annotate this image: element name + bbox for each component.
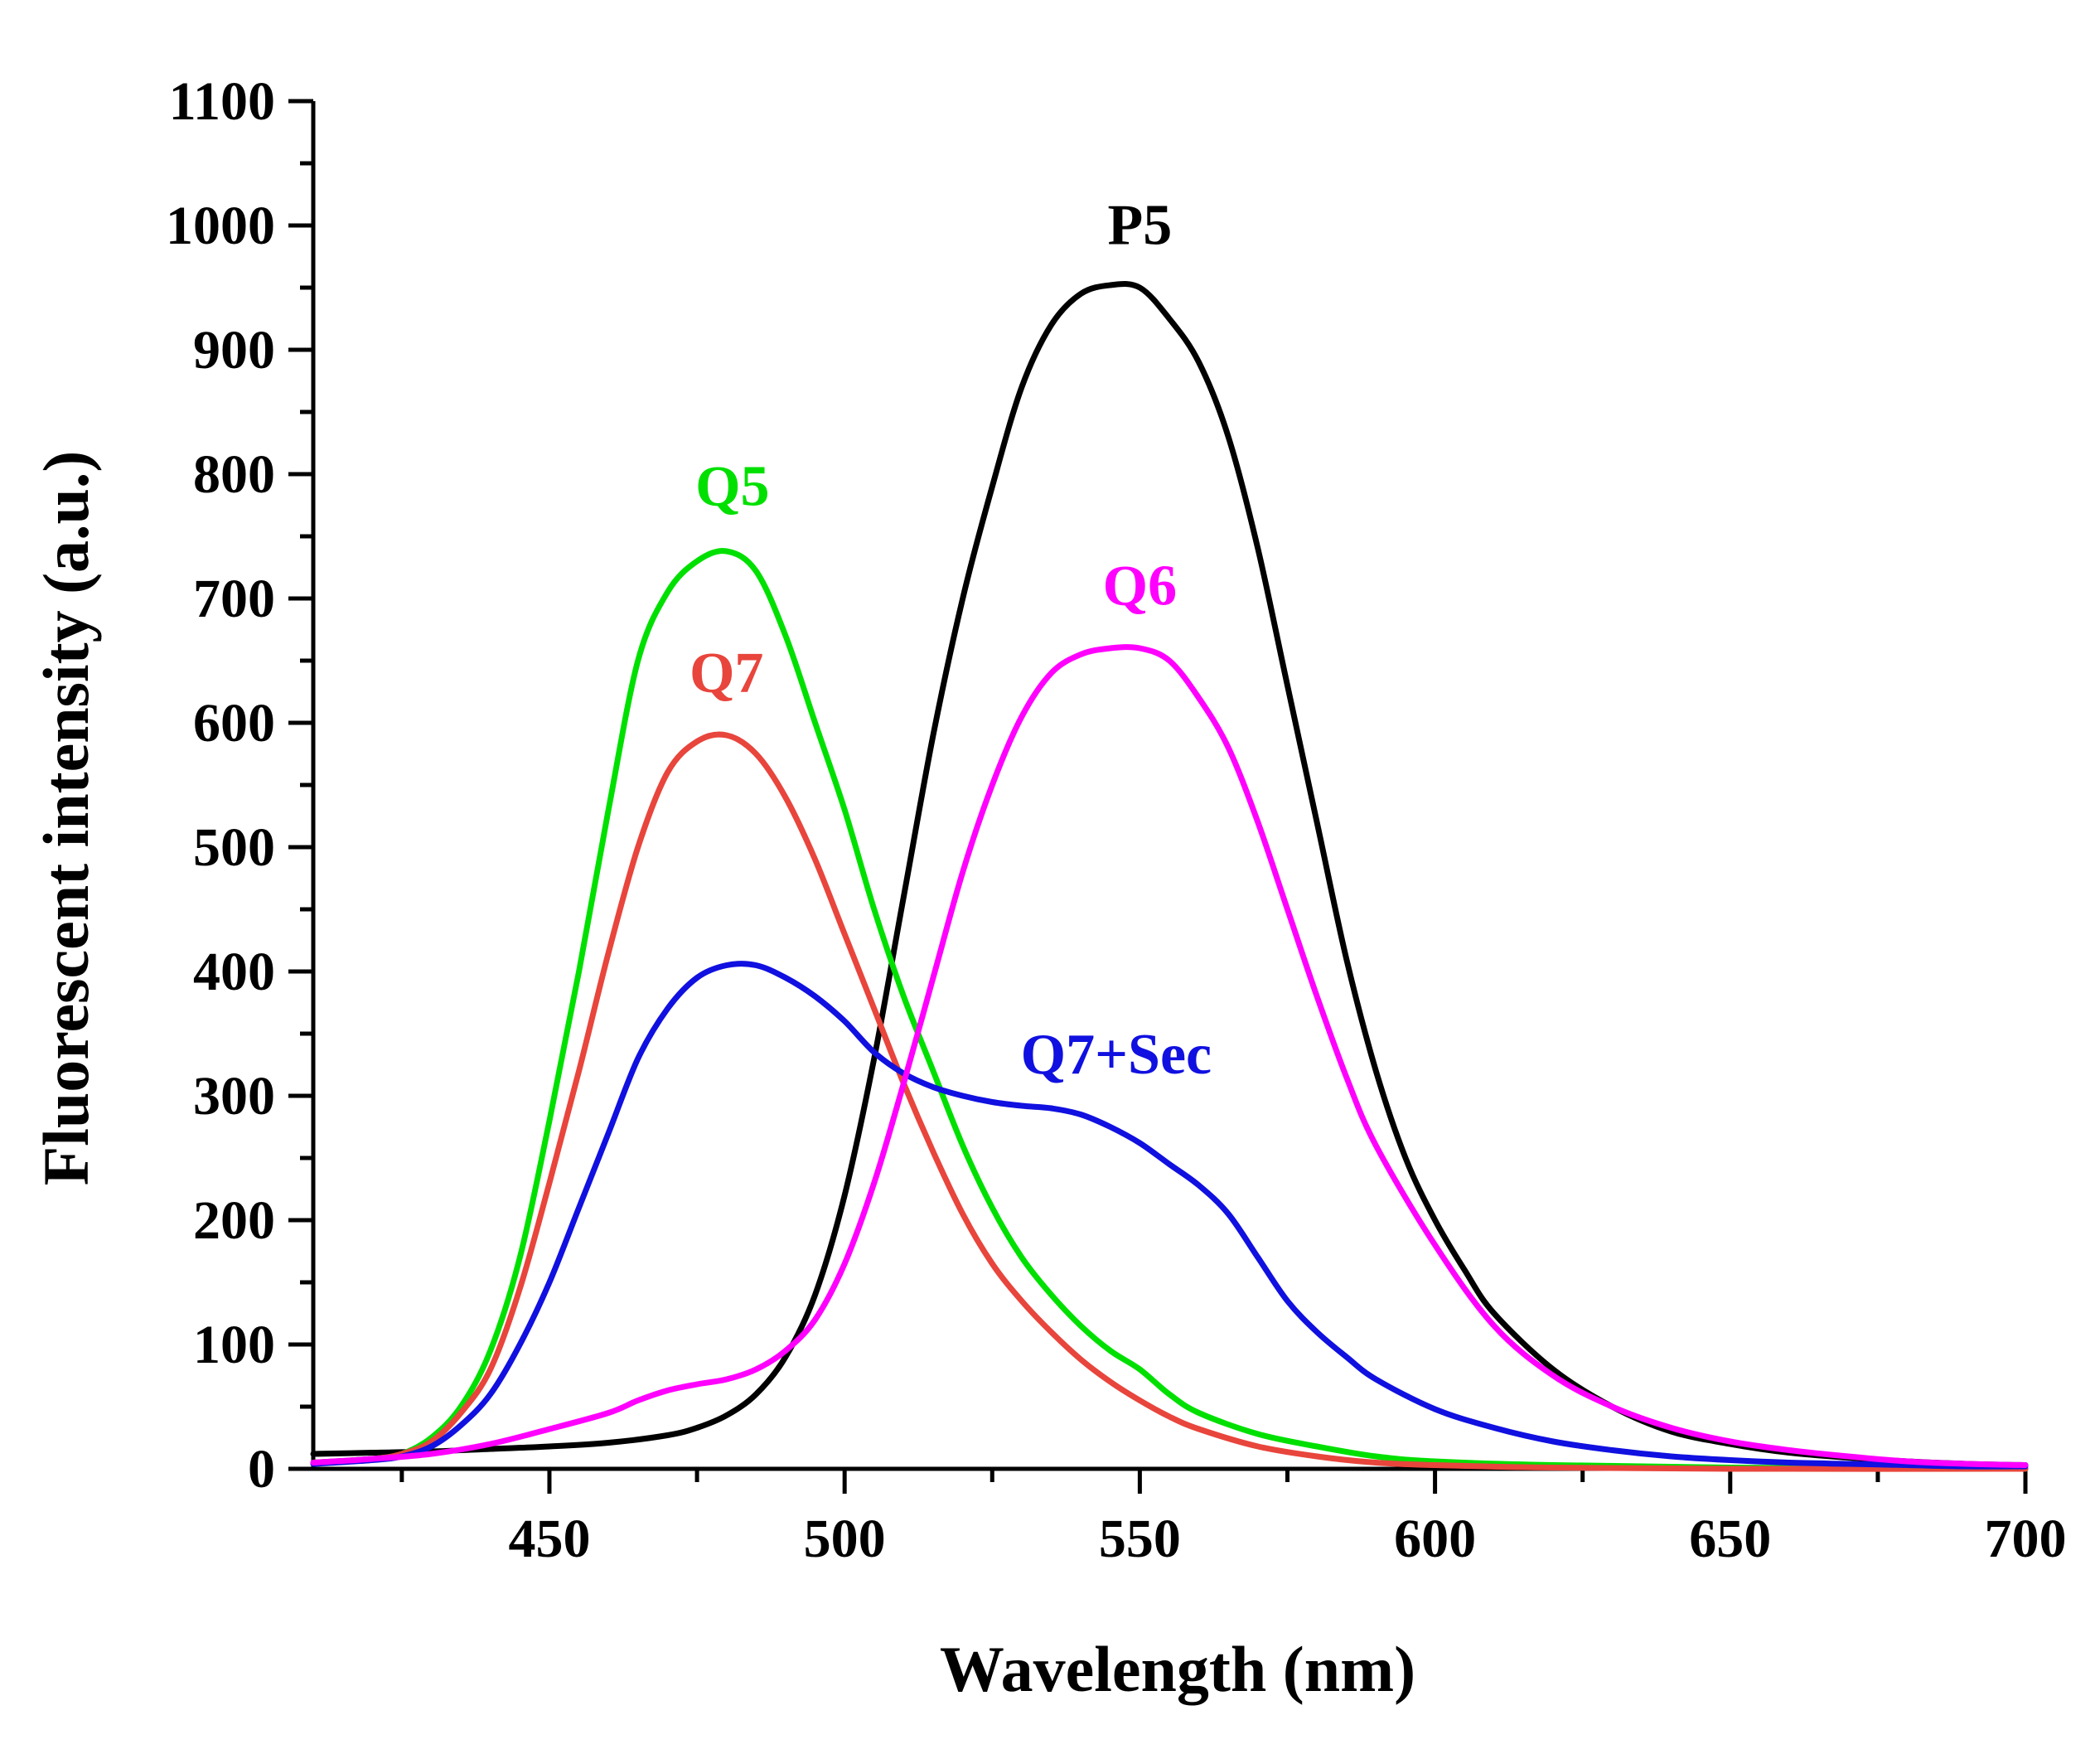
series-label-q5: Q5 [695,455,769,519]
series-label-q7-sec: Q7+Sec [1021,1023,1212,1087]
y-tick-label: 800 [193,444,275,505]
x-tick-label: 450 [508,1509,590,1569]
x-tick-label: 650 [1689,1509,1771,1569]
y-axis-title: Fluorescent intensity (a.u.) [30,451,102,1186]
y-tick-label: 1100 [169,71,275,132]
y-tick-label: 0 [248,1439,275,1499]
x-tick-label: 500 [804,1509,886,1569]
y-tick-label: 500 [193,817,275,878]
y-axis: 0 100 200 300 400 500 600 700 800 900 1000 1100 [166,71,316,1499]
series-label-p5: P5 [1107,194,1172,258]
y-tick-label: 600 [193,693,275,753]
x-tick-label: 550 [1099,1509,1181,1569]
x-tick-label: 600 [1394,1509,1476,1569]
y-tick-label: 400 [193,942,275,1002]
series-labels: P5 Q5 Q7 Q7+Sec Q6 [690,194,1212,1088]
series-label-q7: Q7 [690,642,763,705]
y-tick-label: 1000 [166,196,275,256]
series-lines [310,281,2029,1472]
y-tick-label: 200 [193,1190,275,1251]
series-line-q7 [310,731,2029,1472]
series-line-q7-sec [310,961,2029,1470]
y-tick-label: 300 [193,1066,275,1126]
series-label-q6: Q6 [1103,555,1177,618]
x-axis: 450 500 550 600 650 700 [313,1466,2067,1569]
series-line-q6 [310,644,2029,1468]
x-tick-label: 700 [1985,1509,2067,1569]
series-line-p5 [310,281,2029,1468]
y-tick-label: 100 [193,1315,275,1375]
series-line-q5 [310,548,2029,1472]
x-axis-title: Wavelength (nm) [940,1633,1415,1705]
y-tick-label: 700 [193,569,275,629]
y-tick-label: 900 [193,320,275,380]
